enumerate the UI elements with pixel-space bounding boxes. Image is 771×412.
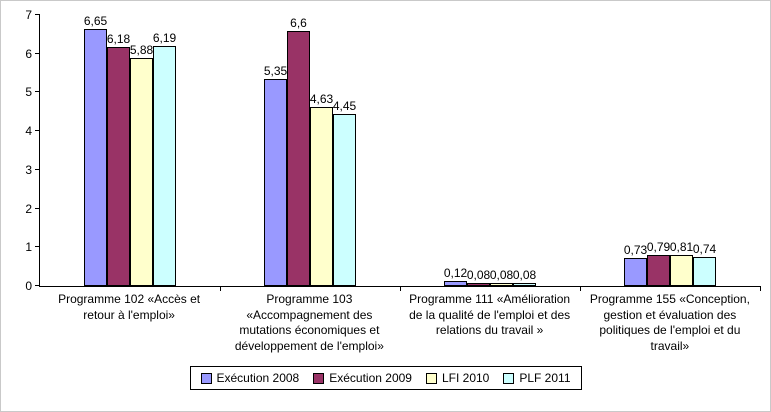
bar-wrap: 0,74: [693, 15, 716, 286]
y-tick-mark: [35, 168, 40, 170]
bar-group: 5,35 6,6 4,63 4,45: [220, 15, 400, 286]
y-tick-label: 4: [25, 124, 32, 139]
y-tick-mark: [35, 246, 40, 248]
bar-value-label: 0,12: [443, 266, 468, 281]
bar-value-label: 6,65: [83, 13, 108, 28]
bar-wrap: 6,18: [107, 15, 130, 286]
legend-label: LFI 2010: [441, 371, 490, 386]
bar-wrap: 5,35: [264, 15, 287, 286]
y-tick-mark: [35, 52, 40, 54]
x-tick-mark: [760, 286, 761, 291]
legend-label: Exécution 2009: [329, 371, 412, 386]
x-tick-mark: [580, 286, 581, 291]
bar-value-label: 4,45: [332, 98, 357, 113]
bar-groups: 6,65 6,18 5,88 6,19 5,35 6,6 4,63 4,45 0,12 0,08 0…: [40, 14, 760, 286]
bar-wrap: 4,45: [333, 15, 356, 286]
y-tick-label: 7: [25, 8, 32, 22]
bar-wrap: 0,81: [670, 15, 693, 286]
bar-wrap: 0,08: [490, 15, 513, 286]
y-tick-mark: [35, 14, 40, 15]
legend-item: PLF 2011: [503, 371, 571, 386]
y-tick-label: 1: [25, 240, 32, 255]
legend-label: PLF 2011: [519, 371, 571, 386]
bar-value-label: 0,74: [692, 242, 717, 257]
bar-wrap: 0,08: [513, 15, 536, 286]
legend-row: Exécution 2008 Exécution 2009 LFI 2010 PLF …: [1, 366, 770, 391]
bar-value-label: 6,18: [106, 31, 131, 46]
legend-item: Exécution 2008: [200, 371, 300, 386]
x-tick-mark: [220, 286, 221, 291]
bar: 0,08: [467, 268, 490, 286]
y-tick-label: 5: [25, 85, 32, 100]
x-axis-labels: Programme 102 «Accès et retour à l'emplo…: [39, 292, 760, 354]
y-tick-label: 6: [25, 46, 32, 61]
bar: 0,81: [670, 240, 693, 286]
bar: 0,73: [624, 243, 647, 286]
bar-value-label: 5,88: [129, 43, 154, 58]
bar-wrap: 0,08: [467, 15, 490, 286]
bar-group: 0,12 0,08 0,08 0,08: [400, 15, 580, 286]
y-tick-label: 3: [25, 162, 32, 177]
bar: 0,12: [444, 266, 467, 286]
category-label: Programme 111 «Amélioration de la qualit…: [409, 292, 571, 338]
bar-value-label: 6,19: [152, 31, 177, 46]
bar-value-label: 0,73: [623, 242, 648, 257]
bar-value-label: 0,08: [489, 267, 514, 282]
category-label: Programme 102 «Accès et retour à l'emplo…: [58, 292, 201, 322]
bar: 5,88: [130, 43, 153, 286]
bar: 0,79: [647, 240, 670, 286]
y-tick-mark: [35, 130, 40, 132]
plot-area: 6,65 6,18 5,88 6,19 5,35 6,6 4,63 4,45 0,12 0,08 0…: [25, 8, 761, 293]
bar: 0,74: [693, 242, 716, 286]
y-tick-mark: [35, 285, 40, 286]
bar-wrap: 5,88: [130, 15, 153, 286]
x-tick-mark: [400, 286, 401, 291]
legend-swatch: [503, 372, 515, 384]
bar-value-label: 0,08: [466, 267, 491, 282]
bar-wrap: 6,19: [153, 15, 176, 286]
y-tick-label: 0: [25, 279, 32, 293]
category-label: Programme 155 «Conception, gestion et év…: [589, 292, 750, 353]
legend-item: LFI 2010: [425, 371, 490, 386]
y-tick-mark: [35, 207, 40, 209]
bar-wrap: 0,73: [624, 15, 647, 286]
bar-wrap: 4,63: [310, 15, 333, 286]
category-label: Programme 103 «Accompagnement des mutati…: [234, 292, 384, 353]
bar-value-label: 6,6: [290, 15, 307, 30]
y-tick-label: 2: [25, 201, 32, 216]
bar: 4,45: [333, 99, 356, 286]
bar: 0,08: [490, 268, 513, 286]
bar: 4,63: [310, 92, 333, 286]
bar: 0,08: [513, 268, 536, 286]
bar: 6,65: [84, 14, 107, 286]
y-tick-mark: [35, 91, 40, 93]
bar-wrap: 6,6: [287, 15, 310, 286]
legend-label: Exécution 2008: [216, 371, 300, 386]
bar-value-label: 0,79: [646, 240, 671, 255]
legend-swatch: [425, 372, 437, 384]
legend-item: Exécution 2009: [313, 371, 412, 385]
legend-swatch: [200, 372, 212, 384]
bar-group: 6,65 6,18 5,88 6,19: [40, 14, 220, 286]
bar-value-label: 5,35: [263, 63, 288, 78]
bar-wrap: 6,65: [84, 14, 107, 286]
bar-wrap: 0,79: [647, 15, 670, 286]
legend: Exécution 2008 Exécution 2009 LFI 2010 PLF …: [189, 366, 582, 391]
bar: 5,35: [264, 64, 287, 286]
bar-group: 0,73 0,79 0,81 0,74: [580, 15, 760, 286]
bar: 6,18: [107, 32, 130, 286]
bar-value-label: 4,63: [309, 91, 334, 106]
bar-value-label: 0,08: [512, 267, 537, 282]
bar: 6,19: [153, 31, 176, 286]
bar-wrap: 0,12: [444, 15, 467, 286]
bar-value-label: 0,81: [669, 239, 694, 254]
bar: 6,6: [287, 16, 310, 286]
legend-swatch: [313, 372, 325, 384]
